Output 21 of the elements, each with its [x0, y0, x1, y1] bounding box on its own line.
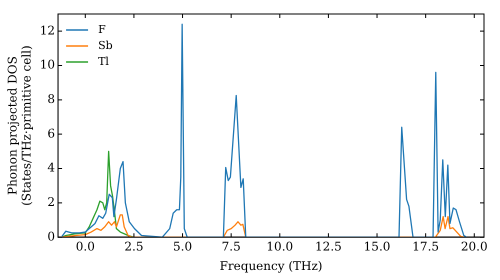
legend-label: Sb: [98, 38, 113, 52]
y-tick-label: 12: [40, 23, 56, 38]
y-tick-label: 2: [47, 194, 56, 209]
legend-label: F: [98, 22, 106, 36]
x-tick-label: 7.5: [222, 240, 241, 254]
y-tick-label: 8: [47, 92, 56, 106]
x-tick-label: 2.5: [124, 240, 144, 254]
y-tick-label: 10: [40, 58, 56, 72]
x-tick-label: 20.0: [460, 240, 488, 254]
y-tick-label: 6: [47, 126, 56, 140]
legend-label: Tl: [98, 54, 110, 68]
y-tick-label: 0: [47, 229, 56, 244]
x-tick-label: 15.0: [364, 240, 390, 254]
x-axis-title: Frequency (THz): [220, 258, 322, 273]
x-tick-label: 0.0: [76, 240, 95, 254]
x-tick-label: 12.5: [315, 240, 342, 254]
y-tick-label: 4: [47, 160, 56, 175]
y-axis-title: Phonon projected DOS (States/THz·primitive cell): [5, 45, 34, 206]
x-tick-label: 10.0: [266, 240, 294, 254]
x-tick-label: 5.0: [172, 240, 192, 254]
x-tick-label: 17.5: [412, 240, 440, 254]
